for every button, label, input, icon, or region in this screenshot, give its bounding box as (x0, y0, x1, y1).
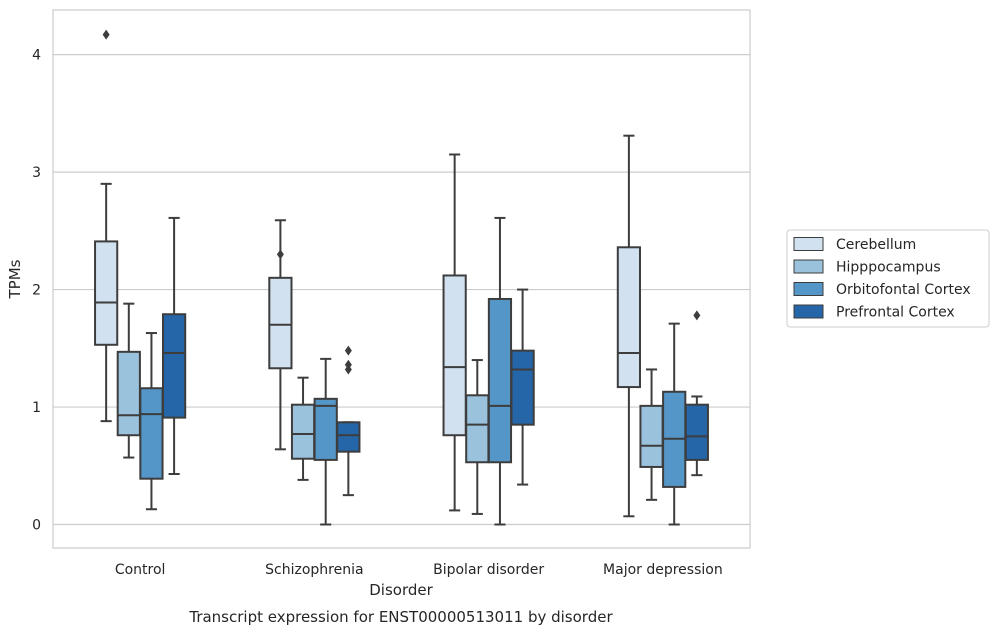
box (290, 376, 316, 481)
legend-label: Hipppocampus (836, 260, 941, 276)
box-body (487, 297, 513, 464)
legend-swatch (793, 304, 824, 319)
y-tick-label: 4 (32, 48, 41, 64)
x-tick-label: Major depression (603, 562, 723, 578)
outlier-point (693, 310, 701, 321)
box (684, 310, 709, 477)
box (139, 332, 164, 511)
box (487, 216, 513, 526)
box-body (313, 397, 338, 461)
box-body (268, 276, 293, 370)
box (662, 322, 687, 526)
x-tick-label: Bipolar disorder (433, 562, 544, 578)
y-tick-label: 3 (32, 165, 41, 181)
x-tick-labels: Control Schizophrenia Bipolar disorder Majo… (115, 562, 723, 578)
box-body (162, 313, 187, 419)
box-body (336, 421, 361, 453)
legend-swatch (793, 237, 824, 251)
outlier-point (344, 359, 352, 370)
legend-label: Cerebellum (836, 237, 916, 253)
x-axis-label: Disorder (369, 581, 433, 599)
box-body (94, 240, 119, 346)
y-tick-label: 2 (32, 283, 41, 299)
box-body (290, 403, 316, 460)
box (94, 29, 119, 423)
box-body (116, 350, 141, 437)
y-tick-label: 1 (32, 400, 41, 416)
x-tick-label: Control (115, 562, 166, 578)
y-tick-label: 0 (32, 518, 41, 534)
box-body (639, 404, 664, 468)
legend-swatch (793, 282, 824, 296)
box-body (510, 349, 535, 426)
box (313, 357, 338, 526)
box (616, 134, 641, 518)
legend-label: Prefrontal Cortex (836, 305, 955, 321)
box-body (465, 394, 490, 464)
outlier-point (276, 249, 284, 260)
box-body (684, 403, 709, 461)
boxes (94, 29, 709, 526)
box (639, 368, 664, 501)
box (510, 288, 535, 486)
legend-label: Orbitofontal Cortex (836, 282, 971, 298)
box (116, 302, 141, 459)
x-tick-label: Schizophrenia (265, 562, 363, 578)
box-body (442, 274, 467, 437)
outlier-point (344, 345, 352, 356)
legend: Cerebellum Hipppocampus Orbitofontal Corte… (786, 229, 990, 328)
y-axis-label: TPMs (6, 259, 24, 299)
y-tick-labels: 0 1 2 3 4 (32, 48, 41, 534)
plot-frame (52, 9, 751, 549)
chart-caption: Transcript expression for ENST0000051301… (188, 608, 613, 626)
box (268, 219, 293, 451)
box-body (139, 387, 164, 480)
outlier-point (102, 29, 110, 40)
box (336, 345, 361, 497)
box (442, 153, 467, 512)
legend-frame (786, 229, 990, 328)
box (162, 216, 187, 475)
legend-swatch (793, 259, 824, 274)
box-body (616, 246, 641, 389)
box (465, 359, 490, 515)
